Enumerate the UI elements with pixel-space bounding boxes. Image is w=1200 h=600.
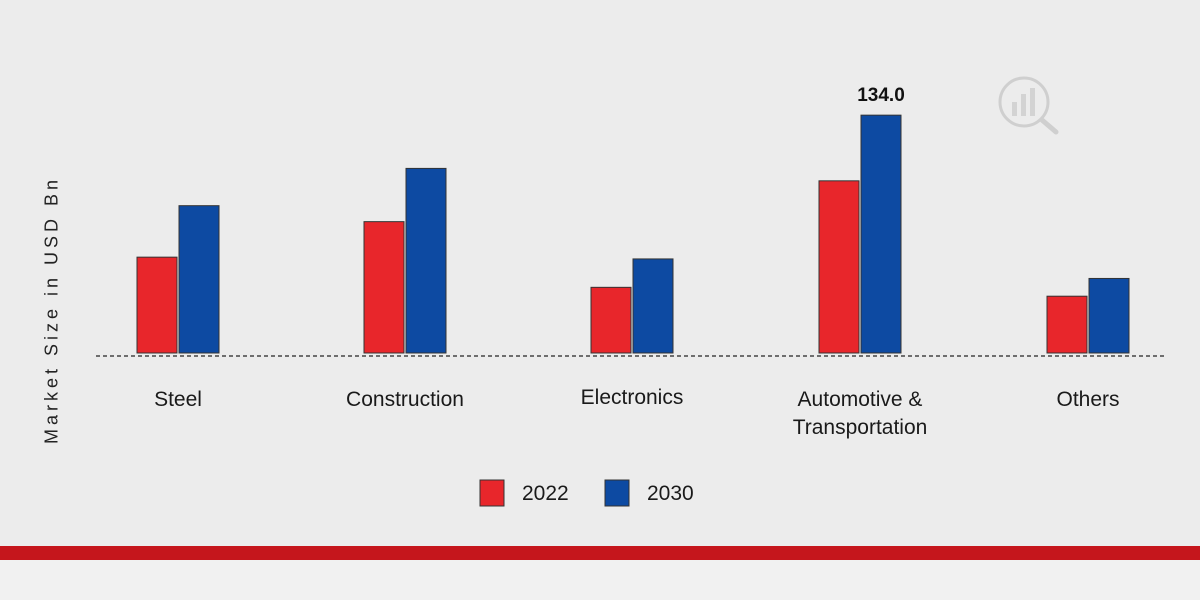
legend-label-2022: 2022 [522,482,569,505]
footer-band [0,546,1200,560]
category-label-1: Construction [346,388,464,411]
legend-label-2030: 2030 [647,482,694,505]
category-label-2: Electronics [581,386,684,409]
bar-2022-3 [818,180,860,354]
bar-2030-4 [1088,277,1130,354]
legend-swatch-2022 [479,479,505,507]
data-label-0: 134.0 [857,85,905,106]
category-label-0: Steel [154,388,202,411]
category-label-3: Automotive & Transportation [793,388,928,439]
legend-swatch-2030 [604,479,630,507]
bar-2030-0 [178,205,220,354]
footer-strip [0,560,1200,600]
bar-2022-4 [1046,295,1088,354]
bar-2022-1 [363,221,405,354]
bar-2030-1 [405,167,447,354]
bar-2022-2 [590,286,632,354]
bar-2030-2 [632,258,674,354]
category-label-4: Others [1056,388,1119,411]
chart-logo-icon [998,76,1059,135]
bar-2022-0 [136,256,178,354]
bar-2030-3 [860,114,902,354]
